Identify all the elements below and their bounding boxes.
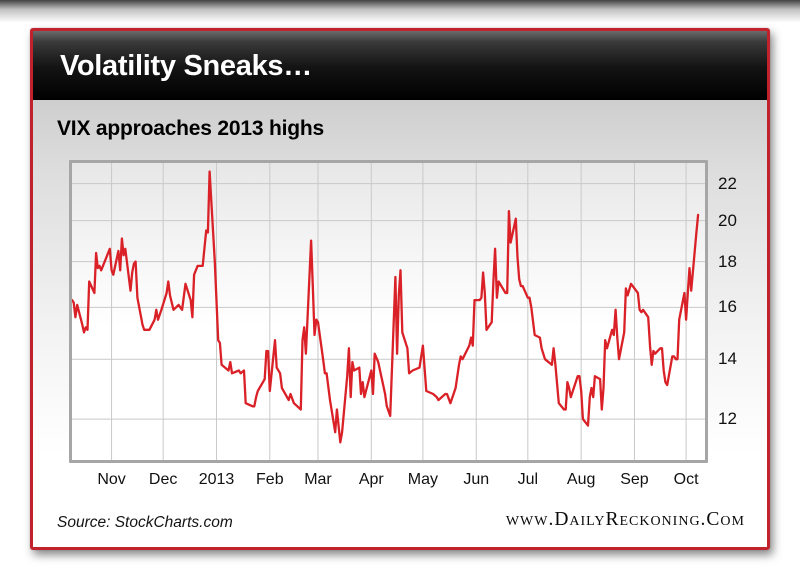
- y-tick-label: 12: [718, 409, 737, 429]
- x-tick-label: Aug: [566, 471, 596, 488]
- y-axis-labels: 12 14 16 18 20 22: [718, 163, 766, 460]
- y-tick-label: 22: [718, 173, 737, 193]
- x-axis-labels: Nov Dec 2013 Feb Mar Apr May Jun Jul Aug Sep Oct: [72, 471, 705, 493]
- card-title: Volatility Sneaks…: [60, 50, 312, 82]
- chart-card-inner: Volatility Sneaks… VIX approaches 2013 h…: [33, 31, 767, 547]
- x-tick-label: Mar: [304, 471, 332, 488]
- x-tick-label: Dec: [148, 471, 178, 488]
- y-tick-label: 14: [718, 349, 737, 369]
- x-tick-label: Sep: [620, 471, 649, 488]
- y-tick-label: 16: [718, 297, 737, 317]
- chart-card: Volatility Sneaks… VIX approaches 2013 h…: [30, 28, 770, 550]
- vix-chart-svg: [72, 163, 705, 460]
- x-tick-label: Nov: [97, 471, 126, 488]
- x-tick-label: Jun: [463, 471, 490, 488]
- source-credit: Source: StockCharts.com: [57, 514, 233, 531]
- website-credit: www.DailyReckoning.Com: [505, 509, 745, 530]
- vix-series-line: [72, 170, 700, 444]
- y-tick-label: 20: [718, 210, 737, 230]
- x-tick-label: Feb: [256, 471, 284, 488]
- plot-frame: [69, 160, 708, 463]
- x-tick-label: 2013: [198, 471, 235, 488]
- page-top-shadow: [0, 0, 800, 24]
- x-tick-label: Apr: [358, 471, 384, 488]
- x-tick-label: Oct: [673, 471, 699, 488]
- x-tick-label: May: [407, 471, 438, 488]
- x-tick-label: Jul: [517, 471, 539, 488]
- card-header-bar: Volatility Sneaks…: [33, 31, 767, 100]
- chart-area: Nov Dec 2013 Feb Mar Apr May Jun Jul Aug Sep Oct 12…: [69, 160, 767, 500]
- chart-subtitle: VIX approaches 2013 highs: [57, 117, 324, 140]
- y-tick-label: 18: [718, 251, 737, 271]
